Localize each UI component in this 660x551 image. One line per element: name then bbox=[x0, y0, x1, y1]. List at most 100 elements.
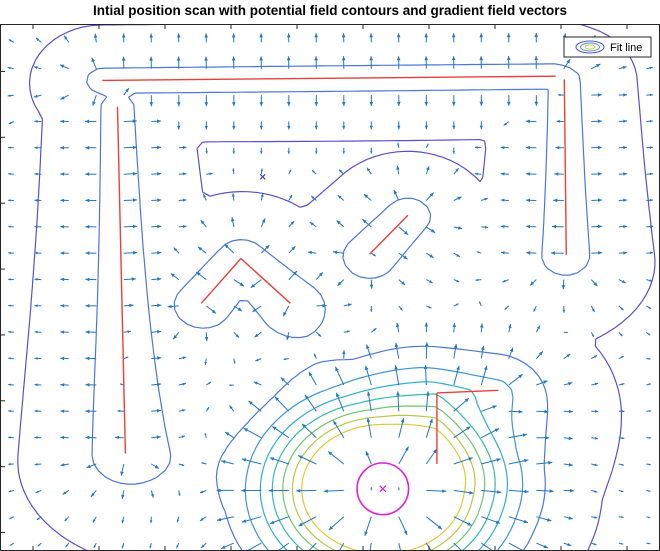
gradient-vector bbox=[479, 95, 484, 106]
gradient-vector bbox=[555, 146, 564, 150]
gradient-vector bbox=[646, 146, 653, 149]
marker-layer bbox=[259, 173, 410, 516]
gradient-vector bbox=[646, 119, 653, 123]
gradient-vector bbox=[229, 384, 234, 387]
gradient-vector bbox=[151, 172, 162, 176]
gradient-vector bbox=[525, 172, 537, 176]
gradient-vector bbox=[591, 409, 599, 413]
gradient-vector bbox=[85, 435, 97, 440]
gradient-vector bbox=[480, 365, 488, 386]
gradient-vector bbox=[508, 459, 529, 465]
gradient-vector bbox=[204, 33, 208, 43]
gradient-vector bbox=[396, 56, 401, 69]
gradient-vector bbox=[286, 33, 291, 43]
gradient-vector bbox=[425, 448, 438, 465]
gradient-vector bbox=[308, 371, 317, 386]
gradient-vector bbox=[92, 516, 97, 523]
gradient-vector bbox=[8, 330, 14, 334]
gradient-vector bbox=[241, 516, 262, 523]
gradient-vector bbox=[336, 220, 345, 228]
gradient-vector bbox=[396, 33, 401, 43]
gradient-vector bbox=[646, 542, 651, 545]
gradient-vector bbox=[85, 304, 97, 308]
gradient-vector bbox=[370, 487, 372, 491]
gradient-vector bbox=[316, 303, 327, 308]
gradient-vector bbox=[85, 146, 97, 150]
gradient-vector bbox=[123, 198, 138, 202]
gradient-vector bbox=[286, 56, 291, 69]
gradient-vector bbox=[425, 143, 429, 149]
gradient-vector bbox=[199, 516, 207, 522]
gradient-vector bbox=[452, 95, 456, 106]
gradient-vector bbox=[618, 542, 624, 545]
gradient-vector bbox=[370, 327, 377, 333]
gradient-vector bbox=[123, 172, 137, 176]
contour-level-8 bbox=[301, 423, 467, 551]
contour-level-7 bbox=[291, 414, 476, 551]
gradient-vector bbox=[177, 95, 181, 107]
gradient-vector bbox=[204, 358, 207, 365]
gradient-vector bbox=[535, 325, 541, 333]
gradient-vector bbox=[646, 463, 651, 466]
legend-box bbox=[563, 36, 652, 58]
gradient-vector bbox=[63, 35, 70, 43]
gradient-vector bbox=[618, 331, 623, 337]
gradient-vector bbox=[230, 217, 235, 227]
gradient-vector bbox=[363, 193, 372, 201]
gradient-vector bbox=[121, 33, 126, 43]
gradient-vector bbox=[151, 145, 162, 150]
gradient-vector bbox=[342, 147, 345, 154]
gradient-vector bbox=[618, 383, 625, 386]
gradient-vector bbox=[205, 305, 217, 314]
gradient-vector bbox=[453, 226, 463, 230]
gradient-vector bbox=[204, 432, 207, 438]
gradient-vector bbox=[426, 305, 432, 309]
gradient-vector bbox=[123, 224, 138, 229]
gradient-vector bbox=[425, 391, 430, 412]
gradient-vector bbox=[506, 33, 511, 43]
gradient-vector bbox=[646, 331, 651, 336]
gradient-vector bbox=[424, 121, 428, 130]
gradient-vector bbox=[60, 383, 69, 387]
gradient-vector bbox=[370, 305, 373, 312]
gradient-vector bbox=[328, 516, 345, 531]
gradient-vector bbox=[341, 33, 346, 43]
gradient-vector bbox=[481, 405, 497, 412]
gradient-vector bbox=[618, 119, 628, 123]
gradient-vector bbox=[476, 251, 482, 254]
gradient-vector bbox=[85, 356, 97, 361]
gradient-vector bbox=[272, 425, 290, 439]
gradient-vector bbox=[327, 451, 345, 465]
gradient-vector bbox=[646, 436, 652, 439]
gradient-vector bbox=[232, 121, 236, 130]
gradient-vector bbox=[618, 172, 628, 176]
gradient-vector bbox=[86, 463, 97, 469]
gradient-vector bbox=[301, 423, 317, 439]
gradient-vector bbox=[233, 279, 245, 287]
gradient-vector bbox=[424, 33, 428, 43]
gradient-vector bbox=[371, 252, 376, 257]
gradient-vector bbox=[508, 542, 526, 551]
gradient-vector bbox=[37, 542, 42, 547]
gradient-vector bbox=[34, 383, 42, 387]
gradient-vector bbox=[199, 489, 207, 494]
gradient-vector bbox=[536, 409, 549, 414]
gradient-vector bbox=[500, 172, 509, 176]
gradient-vector bbox=[34, 199, 42, 202]
gradient-vector bbox=[591, 172, 602, 176]
gradient-vector bbox=[121, 56, 126, 69]
gradient-vector bbox=[288, 194, 293, 201]
wall-segment bbox=[369, 214, 409, 255]
gradient-vector bbox=[646, 198, 653, 202]
gradient-vector bbox=[65, 542, 70, 548]
legend-swatch-inner bbox=[584, 44, 596, 50]
gradient-vector bbox=[173, 247, 180, 254]
gradient-vector bbox=[365, 451, 372, 465]
gradient-vector bbox=[506, 55, 511, 69]
gradient-vector bbox=[8, 357, 14, 360]
gradient-vector bbox=[398, 305, 403, 311]
gradient-vector bbox=[314, 95, 319, 107]
gradient-vector bbox=[479, 121, 483, 130]
gradient-vector bbox=[259, 56, 263, 69]
gradient-vector bbox=[151, 463, 160, 469]
